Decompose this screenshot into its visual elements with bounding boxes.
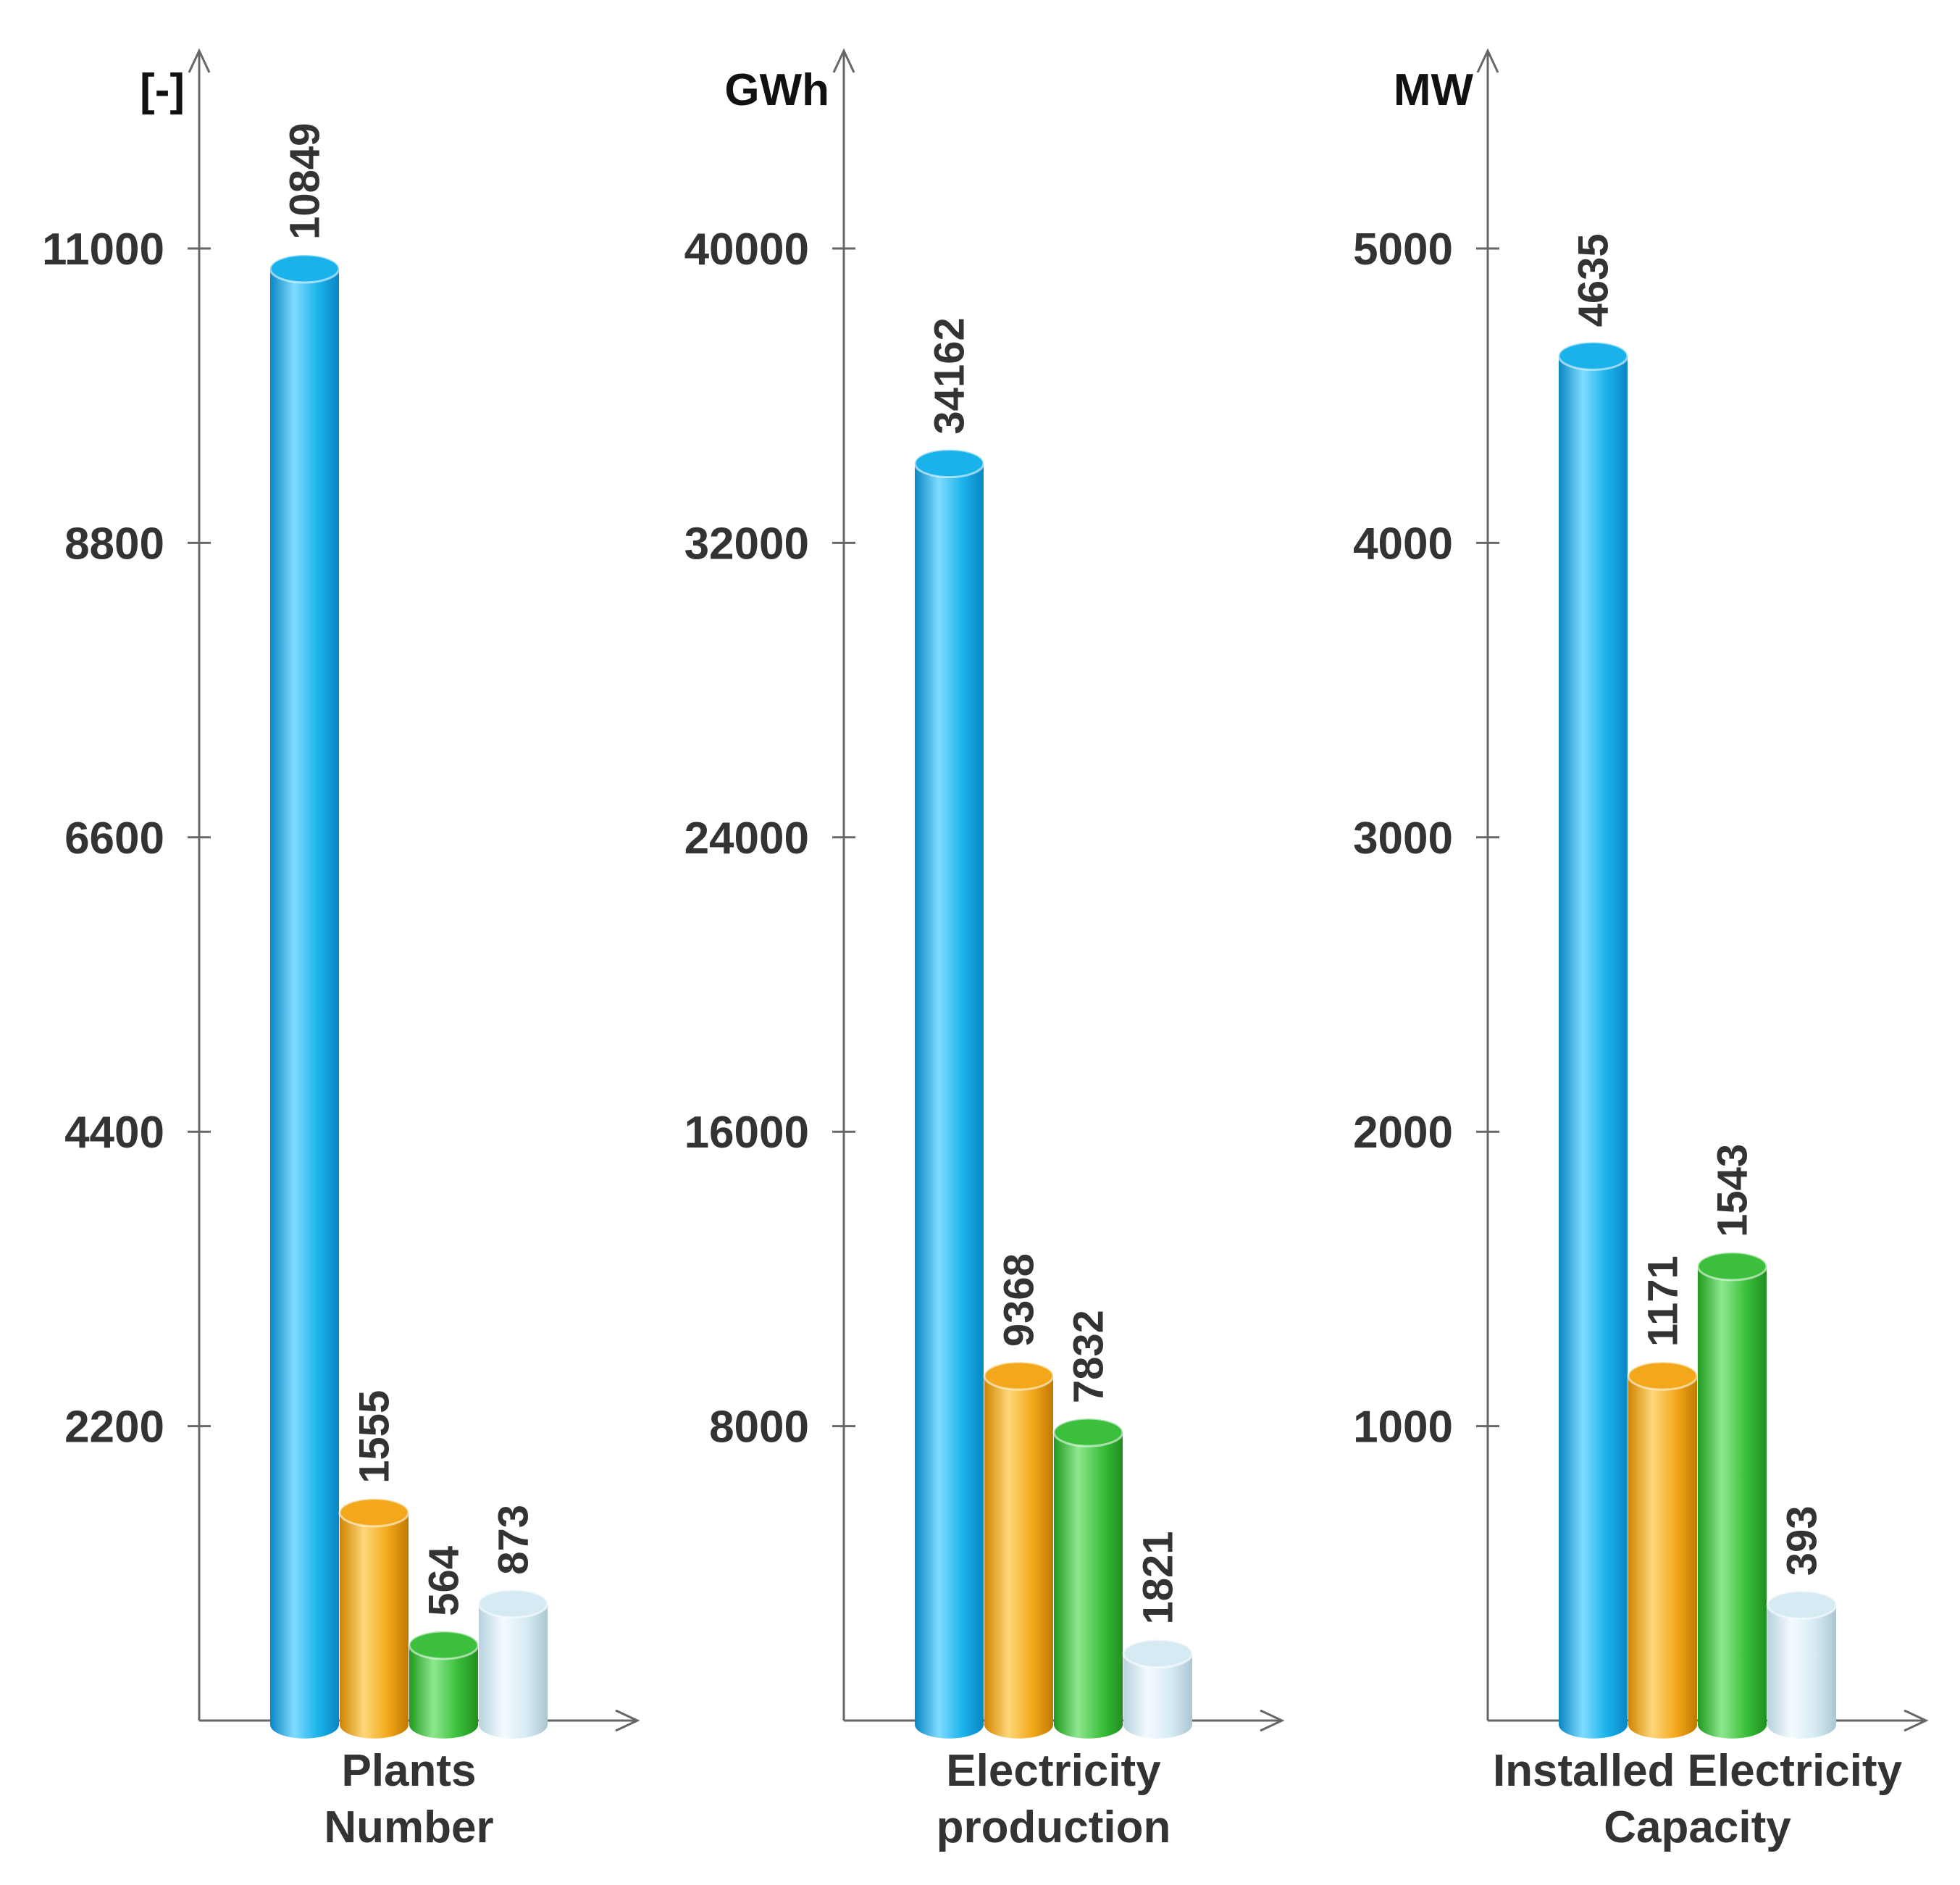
bar-value-label: 1543 xyxy=(1709,1144,1756,1237)
bar-body xyxy=(1559,356,1628,1725)
bar-bottom-cap xyxy=(409,1710,478,1739)
y-axis-arrow xyxy=(832,48,855,73)
bar-series-4 xyxy=(1122,1638,1194,1739)
y-tick-label: 2000 xyxy=(1353,1108,1453,1158)
y-tick-label: 5000 xyxy=(1353,225,1453,275)
bar-series-2 xyxy=(1627,1361,1699,1739)
bar-body xyxy=(915,463,984,1725)
y-axis-arrow xyxy=(1476,48,1499,73)
bar-top-cap xyxy=(1696,1251,1768,1282)
bar-series-2 xyxy=(983,1361,1055,1739)
y-tick-label: 2200 xyxy=(64,1403,164,1453)
bar-top-cap xyxy=(1122,1638,1194,1668)
bar-top-cap xyxy=(1557,340,1629,371)
bar-top-cap xyxy=(983,1361,1055,1391)
bar-series-3 xyxy=(408,1630,479,1739)
bar-value-label: 1821 xyxy=(1135,1531,1182,1624)
chart-panel-2: GWh 8000 16000 24000 32000 40000 34162 9368 7832… xyxy=(684,48,1285,1852)
y-tick-label: 16000 xyxy=(684,1108,809,1158)
bar-bottom-cap xyxy=(1767,1710,1836,1739)
category-label: production xyxy=(937,1802,1171,1852)
bar-bottom-cap xyxy=(1054,1710,1123,1739)
bar-series-4 xyxy=(1766,1589,1838,1739)
y-tick-label: 11000 xyxy=(42,225,164,275)
y-unit-label: [-] xyxy=(140,65,185,115)
bar-value-label: 564 xyxy=(421,1546,468,1616)
bar-top-cap xyxy=(338,1497,410,1528)
y-tick-label: 40000 xyxy=(684,225,809,275)
bar-body xyxy=(1767,1605,1836,1725)
bar-series-3 xyxy=(1696,1251,1768,1739)
x-axis-arrow xyxy=(1904,1709,1929,1732)
bar-value-label: 34162 xyxy=(926,317,973,434)
y-tick-label: 4400 xyxy=(64,1108,164,1158)
y-unit-label: GWh xyxy=(724,65,829,115)
bar-top-cap xyxy=(269,254,340,284)
bar-top-cap xyxy=(1052,1417,1124,1447)
bar-value-label: 10849 xyxy=(282,123,329,240)
x-axis-arrow xyxy=(615,1709,640,1732)
y-tick-label: 3000 xyxy=(1353,814,1453,864)
bar-body xyxy=(1628,1376,1697,1725)
y-tick-label: 6600 xyxy=(64,814,164,864)
bar-series-3 xyxy=(1052,1417,1124,1739)
x-axis-arrow xyxy=(1260,1709,1285,1732)
category-label: Electricity xyxy=(946,1746,1161,1796)
y-tick-label: 8000 xyxy=(709,1403,809,1453)
y-unit-label: MW xyxy=(1394,65,1474,115)
bar-body xyxy=(479,1603,548,1725)
bar-value-label: 9368 xyxy=(996,1253,1043,1347)
bar-body xyxy=(270,268,339,1725)
bar-value-label: 7832 xyxy=(1065,1310,1113,1403)
y-axis-arrow xyxy=(188,48,211,73)
y-tick-label: 8800 xyxy=(64,519,164,569)
bar-bottom-cap xyxy=(915,1710,984,1739)
bar-bottom-cap xyxy=(984,1710,1053,1739)
bar-value-label: 393 xyxy=(1779,1506,1826,1576)
bar-top-cap xyxy=(408,1630,479,1660)
y-tick-label: 4000 xyxy=(1353,519,1453,569)
category-label: Number xyxy=(324,1802,493,1852)
bar-top-cap xyxy=(1766,1589,1838,1620)
bar-body xyxy=(340,1512,409,1725)
bar-value-label: 1171 xyxy=(1640,1255,1687,1347)
y-tick-label: 32000 xyxy=(684,519,809,569)
bar-top-cap xyxy=(477,1589,549,1619)
bar-bottom-cap xyxy=(340,1710,409,1739)
bar-bottom-cap xyxy=(1698,1710,1767,1739)
bar-series-4 xyxy=(477,1589,549,1739)
bar-body xyxy=(984,1376,1053,1725)
bar-top-cap xyxy=(1627,1361,1699,1391)
bar-series-1 xyxy=(913,448,985,1739)
bar-value-label: 1555 xyxy=(351,1390,398,1484)
bar-bottom-cap xyxy=(1123,1710,1192,1739)
bar-body xyxy=(1698,1266,1767,1725)
bar-value-label: 4635 xyxy=(1570,233,1617,327)
bar-bottom-cap xyxy=(479,1710,548,1739)
bar-bottom-cap xyxy=(1559,1710,1628,1739)
y-tick-label: 1000 xyxy=(1353,1403,1453,1453)
chart-panel-1: [-] 2200 4400 6600 8800 11000 10849 1555 564 873 P… xyxy=(42,48,640,1852)
bar-body xyxy=(1054,1432,1123,1725)
bar-series-1 xyxy=(1557,340,1629,1739)
y-tick-label: 24000 xyxy=(684,814,809,864)
category-label: Plants xyxy=(341,1746,476,1796)
bar-bottom-cap xyxy=(270,1710,339,1739)
chart-panel-3: MW 1000 2000 3000 4000 5000 4635 1171 1543 393 Ins… xyxy=(1353,48,1929,1852)
category-label: Installed Electricity xyxy=(1493,1746,1903,1796)
bar-top-cap xyxy=(913,448,985,479)
category-label: Capacity xyxy=(1604,1802,1791,1852)
bar-bottom-cap xyxy=(1628,1710,1697,1739)
bar-value-label: 873 xyxy=(490,1505,537,1575)
bar-series-2 xyxy=(338,1497,410,1739)
bar-series-1 xyxy=(269,254,340,1739)
